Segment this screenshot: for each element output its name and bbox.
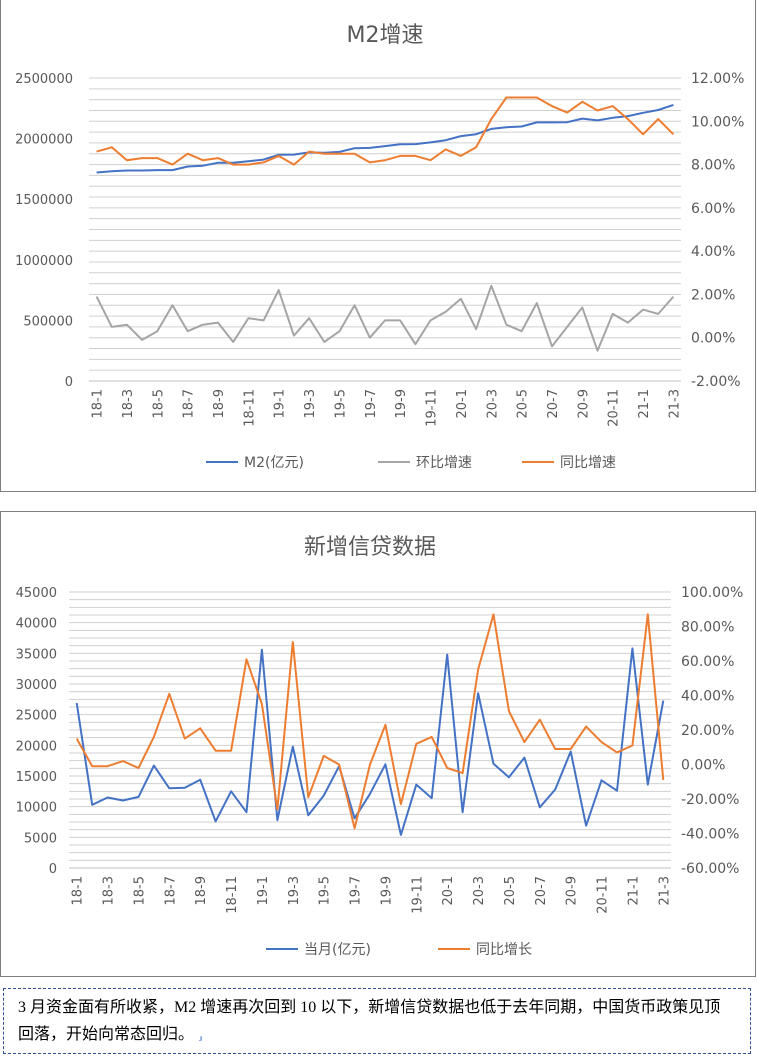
x-tick-label: 19-3 bbox=[303, 389, 318, 419]
x-tick-label: 18-1 bbox=[71, 876, 86, 906]
y-right-tick-label: 2.00% bbox=[691, 287, 735, 303]
x-tick-label: 20-3 bbox=[472, 876, 487, 906]
y-left-tick-label: 35000 bbox=[16, 647, 57, 662]
x-tick-label: 19-11 bbox=[410, 876, 425, 914]
y-left-tick-label: 2000000 bbox=[15, 133, 73, 148]
y-right-tick-label: -60.00% bbox=[681, 861, 739, 877]
y-right-tick-label: 0.00% bbox=[691, 331, 735, 347]
x-tick-label: 20-7 bbox=[534, 876, 549, 906]
x-tick-label: 18-9 bbox=[194, 876, 209, 906]
caption-mark: ⸥ bbox=[198, 1028, 203, 1042]
y-left-tick-label: 20000 bbox=[16, 739, 57, 754]
y-left-tick-label: 30000 bbox=[16, 678, 57, 693]
x-tick-label: 20-9 bbox=[565, 876, 580, 906]
x-tick-label: 20-11 bbox=[607, 389, 622, 427]
y-right-tick-label: 10.00% bbox=[691, 114, 744, 130]
chart-title: 新增信贷数据 bbox=[304, 535, 436, 560]
series-line-1 bbox=[96, 103, 674, 174]
y-left-tick-label: 1000000 bbox=[15, 254, 73, 269]
y-left-tick-label: 500000 bbox=[23, 314, 73, 329]
x-tick-label: 20-11 bbox=[596, 876, 611, 914]
x-tick-label: 20-1 bbox=[441, 876, 456, 906]
x-tick-label: 18-5 bbox=[132, 876, 147, 906]
x-tick-label: 19-7 bbox=[349, 876, 364, 906]
x-tick-label: 19-11 bbox=[425, 389, 440, 427]
x-tick-label: 18-3 bbox=[121, 389, 136, 419]
x-tick-label: 18-5 bbox=[151, 389, 166, 419]
y-left-tick-label: 1500000 bbox=[15, 193, 73, 208]
x-tick-label: 19-5 bbox=[318, 876, 333, 906]
x-tick-label: 21-3 bbox=[667, 389, 682, 419]
x-tick-label: 20-5 bbox=[516, 389, 531, 419]
y-right-tick-label: -20.00% bbox=[681, 792, 739, 808]
x-tick-label: 18-1 bbox=[91, 389, 106, 419]
x-tick-label: 20-9 bbox=[576, 389, 591, 419]
y-left-tick-label: 45000 bbox=[16, 586, 57, 601]
x-tick-label: 21-1 bbox=[637, 389, 652, 419]
y-left-tick-label: 10000 bbox=[16, 801, 57, 816]
x-tick-label: 18-9 bbox=[212, 389, 227, 419]
caption-text: 3 月资金面有所收紧，M2 增速再次回到 10 以下，新增信贷数据也低于去年同期… bbox=[18, 999, 721, 1043]
x-tick-label: 19-5 bbox=[333, 389, 348, 419]
new-credit-chart: 新增信贷数据 0 5000 10000 15000 20000 25000 30000 3500… bbox=[16, 535, 744, 958]
caption-box: 3 月资金面有所收紧，M2 增速再次回到 10 以下，新增信贷数据也低于去年同期… bbox=[3, 988, 751, 1054]
legend-label: M2(亿元) bbox=[244, 455, 304, 471]
x-tick-label: 21-3 bbox=[657, 876, 672, 906]
x-tick-label: 19-9 bbox=[379, 876, 394, 906]
x-tick-label: 19-1 bbox=[256, 876, 271, 906]
y-right-tick-label: 60.00% bbox=[681, 654, 734, 670]
x-tick-label: 18-7 bbox=[182, 389, 197, 419]
series-line-2 bbox=[95, 284, 675, 352]
y-right-tick-label: 20.00% bbox=[681, 723, 734, 739]
x-tick-label: 19-1 bbox=[273, 389, 288, 419]
x-tick-label: 20-5 bbox=[503, 876, 518, 906]
chart-title: M2增速 bbox=[347, 23, 424, 48]
series-line-1 bbox=[75, 647, 665, 836]
legend-label: 同比增长 bbox=[476, 942, 532, 958]
x-tick-label: 20-1 bbox=[455, 389, 470, 419]
legend-label: 当月(亿元) bbox=[304, 942, 371, 958]
x-tick-label: 19-9 bbox=[394, 389, 409, 419]
legend-label: 环比增速 bbox=[416, 455, 472, 471]
y-left-tick-label: 40000 bbox=[16, 617, 57, 632]
y-right-tick-label: 12.00% bbox=[691, 71, 744, 87]
x-tick-label: 20-3 bbox=[485, 389, 500, 419]
new-credit-chart-panel: 新增信贷数据 0 5000 10000 15000 20000 25000 30000 3500… bbox=[0, 511, 756, 977]
series-line-3 bbox=[96, 96, 675, 166]
y-left-tick-label: 2500000 bbox=[15, 72, 73, 87]
y-right-tick-label: 40.00% bbox=[681, 689, 734, 705]
y-right-tick-label: 8.00% bbox=[691, 158, 735, 174]
x-tick-label: 18-3 bbox=[102, 876, 117, 906]
y-left-tick-label: 5000 bbox=[24, 831, 57, 846]
x-tick-label: 20-7 bbox=[546, 389, 561, 419]
y-left-tick-label: 25000 bbox=[16, 709, 57, 724]
y-right-tick-label: 100.00% bbox=[681, 585, 743, 601]
x-tick-label: 21-1 bbox=[626, 876, 641, 906]
y-right-tick-label: -40.00% bbox=[681, 827, 739, 843]
y-right-tick-label: 4.00% bbox=[691, 244, 735, 260]
y-left-tick-label: 15000 bbox=[16, 770, 57, 785]
y-left-tick-label: 0 bbox=[65, 375, 73, 390]
y-right-tick-label: 6.00% bbox=[691, 201, 735, 217]
x-tick-label: 19-3 bbox=[287, 876, 302, 906]
x-tick-label: 18-11 bbox=[225, 876, 240, 914]
legend-label: 同比增速 bbox=[560, 455, 616, 471]
m2-growth-chart-panel: M2增速 0 500000 1000000 1500000 2000000 2500000 -… bbox=[0, 0, 756, 492]
y-right-tick-label: 0.00% bbox=[681, 758, 725, 774]
x-tick-label: 19-7 bbox=[364, 389, 379, 419]
y-right-tick-label: 80.00% bbox=[681, 620, 734, 636]
x-tick-label: 18-11 bbox=[242, 389, 257, 427]
y-right-tick-label: -2.00% bbox=[691, 374, 741, 390]
x-tick-label: 18-7 bbox=[163, 876, 178, 906]
y-left-tick-label: 0 bbox=[49, 862, 57, 877]
m2-growth-chart: M2增速 0 500000 1000000 1500000 2000000 2500000 -… bbox=[15, 23, 744, 471]
series-line-2 bbox=[75, 613, 665, 830]
